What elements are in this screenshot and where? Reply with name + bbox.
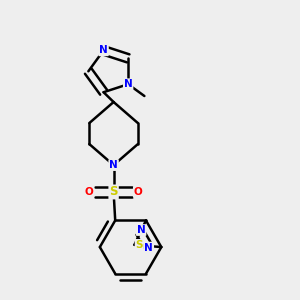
Text: S: S <box>109 185 118 199</box>
Text: N: N <box>137 225 146 235</box>
Text: N: N <box>99 45 108 56</box>
Text: N: N <box>145 243 153 253</box>
Text: O: O <box>134 187 142 197</box>
Text: N: N <box>124 79 133 89</box>
Text: N: N <box>109 160 118 170</box>
Text: O: O <box>85 187 93 197</box>
Text: S: S <box>136 240 143 250</box>
